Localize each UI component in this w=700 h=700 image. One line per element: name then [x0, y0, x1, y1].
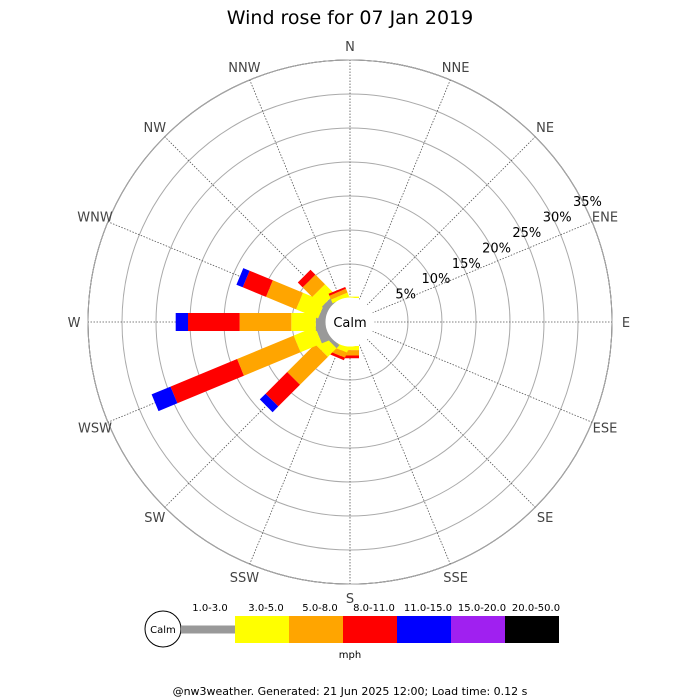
- bar-w-1: [291, 313, 316, 331]
- bar-wsw-2: [237, 335, 301, 376]
- bar-sw-4: [259, 393, 279, 413]
- legend-swatch: [235, 616, 289, 643]
- direction-label: ENE: [592, 210, 618, 225]
- bar-wnw-2: [266, 280, 303, 310]
- chart-title: Wind rose for 07 Jan 2019: [227, 7, 474, 29]
- calm-center: [325, 297, 375, 347]
- radial-labels: 5% 10%15%20%25%30%35%: [395, 195, 602, 303]
- spoke: [358, 79, 451, 300]
- legend: Calm 1.0-3.0 3.0-5.0 5.0-8.0 8.0-11.0 11.0-1…: [144, 603, 560, 661]
- direction-label: W: [68, 316, 81, 331]
- bar-wsw-4: [151, 386, 178, 412]
- legend-label: 8.0-11.0: [353, 603, 395, 614]
- legend-label: 15.0-20.0: [458, 603, 506, 614]
- legend-label: 1.0-3.0: [192, 603, 227, 614]
- bar-w-3: [188, 313, 240, 331]
- bar-wsw-1: [293, 326, 322, 353]
- legend-swatch: [181, 625, 235, 634]
- footer-text: @nw3weather. Generated: 21 Jun 2025 12:0…: [173, 685, 528, 698]
- bar-wnw-3: [242, 270, 273, 297]
- bar-nw-1: [312, 284, 335, 307]
- bar-nw-2: [302, 274, 325, 297]
- spoke: [366, 338, 536, 508]
- legend-label: 3.0-5.0: [248, 603, 283, 614]
- spoke: [372, 221, 593, 314]
- legend-swatch: [397, 616, 451, 643]
- direction-label: NW: [144, 121, 167, 136]
- direction-label: S: [346, 592, 354, 607]
- direction-label: WSW: [78, 422, 112, 437]
- bar-sw-2: [287, 344, 328, 385]
- bar-ssw-3: [327, 350, 345, 361]
- radial-label: 35%: [573, 195, 602, 210]
- direction-label: NNW: [228, 61, 260, 76]
- grid-ring: [155, 127, 545, 517]
- direction-label: SSE: [443, 571, 468, 586]
- direction-label: SSW: [230, 571, 260, 586]
- legend-swatch: [505, 616, 559, 643]
- direction-label: ESE: [593, 422, 618, 437]
- radial-label: 20%: [482, 241, 511, 256]
- direction-label: NNE: [442, 61, 470, 76]
- legend-calm-label: Calm: [150, 625, 176, 636]
- direction-label: E: [622, 316, 630, 331]
- legend-swatch: [289, 616, 343, 643]
- spoke: [358, 344, 451, 565]
- bar-wnw-4: [236, 268, 250, 288]
- bar-nnw-1: [330, 292, 350, 304]
- spoke: [249, 79, 342, 300]
- direction-label: N: [345, 40, 355, 55]
- spoke: [372, 330, 593, 423]
- bar-w-2: [239, 313, 292, 331]
- direction-label: NE: [536, 121, 554, 136]
- legend-label: 5.0-8.0: [302, 603, 337, 614]
- spoke: [366, 136, 536, 306]
- legend-label: 20.0-50.0: [512, 603, 560, 614]
- radial-label: 30%: [543, 210, 572, 225]
- calm-circle: Calm: [325, 297, 375, 347]
- bar-nw-3: [297, 269, 316, 288]
- direction-label: SW: [144, 511, 165, 526]
- radial-label: 25%: [512, 226, 541, 241]
- bar-nnw-2: [329, 288, 348, 300]
- legend-unit: mph: [339, 650, 361, 661]
- direction-label: SE: [537, 511, 553, 526]
- bar-nnw-3: [328, 287, 346, 296]
- bar-sw-3: [265, 372, 300, 407]
- radial-label: 15%: [452, 257, 481, 272]
- calm-label: Calm: [333, 316, 366, 331]
- bar-w-4: [175, 313, 188, 331]
- legend-swatch: [343, 616, 397, 643]
- legend-label: 11.0-15.0: [404, 603, 452, 614]
- direction-label: WNW: [77, 210, 113, 225]
- bar-wsw-3: [170, 359, 244, 404]
- legend-swatch: [451, 616, 505, 643]
- radial-label: 10%: [422, 272, 451, 287]
- radial-grid: N NNE NE ENE E ESE SE SSE S SSW SW WSW W WNW NW NNW: [68, 40, 631, 607]
- spoke: [249, 344, 342, 565]
- wind-bars: [151, 268, 359, 413]
- radial-label: 5%: [395, 288, 416, 303]
